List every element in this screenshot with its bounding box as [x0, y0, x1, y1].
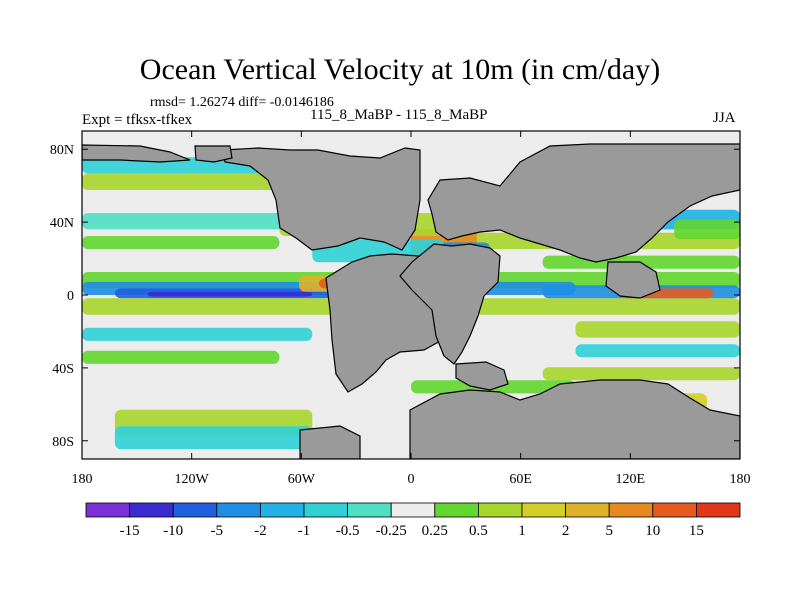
- runs-label: 115_8_MaBP - 115_8_MaBP: [310, 107, 488, 123]
- colorbar-label: -1: [298, 523, 311, 539]
- velocity-band: [82, 236, 280, 250]
- x-tick-label: 180: [730, 472, 751, 487]
- colorbar-label: -15: [120, 523, 140, 539]
- x-tick-label: 120W: [175, 472, 210, 487]
- colorbar-label: 5: [605, 523, 613, 539]
- experiment-label: Expt = tfksx-tfkex: [82, 112, 193, 128]
- velocity-band: [575, 321, 740, 338]
- map-area: [82, 131, 740, 459]
- y-axis: 80N 40N 0 40S 80S: [50, 143, 740, 450]
- colorbar: -15 -10 -5 -2 -1 -0.5 -0.25 0.25 0.5 1 2 5 10 15: [85, 502, 741, 539]
- colorbar-label: 0.25: [422, 523, 448, 539]
- colorbar-swatch: [696, 502, 741, 518]
- colorbar-swatch: [608, 502, 654, 518]
- velocity-band: [147, 291, 313, 297]
- x-tick-label: 0: [408, 472, 415, 487]
- colorbar-label: -0.5: [336, 523, 360, 539]
- colorbar-label: -10: [163, 523, 183, 539]
- land-antarctica: [409, 379, 740, 459]
- velocity-band: [82, 350, 280, 364]
- colorbar-swatch: [652, 502, 697, 518]
- colorbar-label: 0.5: [469, 523, 488, 539]
- chart-title: Ocean Vertical Velocity at 10m (in cm/da…: [139, 53, 661, 86]
- colorbar-label: -0.25: [376, 523, 407, 539]
- colorbar-swatch: [390, 502, 436, 518]
- velocity-band: [674, 219, 740, 240]
- velocity-band: [542, 367, 740, 381]
- colorbar-label: -2: [254, 523, 267, 539]
- land-eurasia: [427, 143, 740, 263]
- land-masks: [82, 143, 740, 459]
- y-tick-label: 0: [67, 289, 74, 304]
- season-label: JJA: [713, 110, 736, 126]
- land-arctic-islands: [82, 144, 191, 163]
- y-tick-label: 40N: [50, 216, 74, 231]
- land-greenland: [194, 145, 233, 163]
- colorbar-swatch: [172, 502, 218, 518]
- colorbar-swatch: [434, 502, 479, 518]
- colorbar-swatch: [85, 502, 130, 518]
- colorbar-swatch: [521, 502, 566, 518]
- land-australia: [455, 361, 509, 391]
- land-southeast-asia: [605, 261, 661, 299]
- colorbar-swatch: [129, 502, 174, 518]
- velocity-band: [82, 327, 313, 341]
- colorbar-swatch: [565, 502, 610, 518]
- land-antarctic-peninsula: [299, 425, 361, 459]
- x-axis: 180 120W 60W 0 60E 120E 180: [72, 131, 751, 487]
- colorbar-swatch: [477, 502, 523, 518]
- rmsd-diff-stats: rmsd= 1.26274 diff= -0.0146186: [150, 95, 334, 110]
- x-tick-label: 60E: [509, 472, 532, 487]
- velocity-band: [575, 344, 740, 358]
- y-tick-label: 40S: [52, 362, 74, 377]
- velocity-band: [114, 426, 313, 450]
- land-africa: [399, 243, 501, 365]
- x-tick-label: 180: [72, 472, 93, 487]
- colorbar-label: 10: [645, 523, 660, 539]
- x-tick-label: 120E: [616, 472, 646, 487]
- y-tick-label: 80N: [50, 143, 74, 158]
- colorbar-swatch: [216, 502, 261, 518]
- colorbar-swatch: [259, 502, 305, 518]
- colorbar-label: -5: [211, 523, 224, 539]
- velocity-band: [82, 173, 280, 190]
- colorbar-label: 2: [562, 523, 570, 539]
- land-north-america: [222, 147, 421, 251]
- y-tick-label: 80S: [52, 435, 74, 450]
- colorbar-label: 15: [689, 523, 704, 539]
- x-tick-label: 60W: [288, 472, 316, 487]
- colorbar-swatch: [303, 502, 348, 518]
- colorbar-label: 1: [518, 523, 526, 539]
- colorbar-swatch: [347, 502, 392, 518]
